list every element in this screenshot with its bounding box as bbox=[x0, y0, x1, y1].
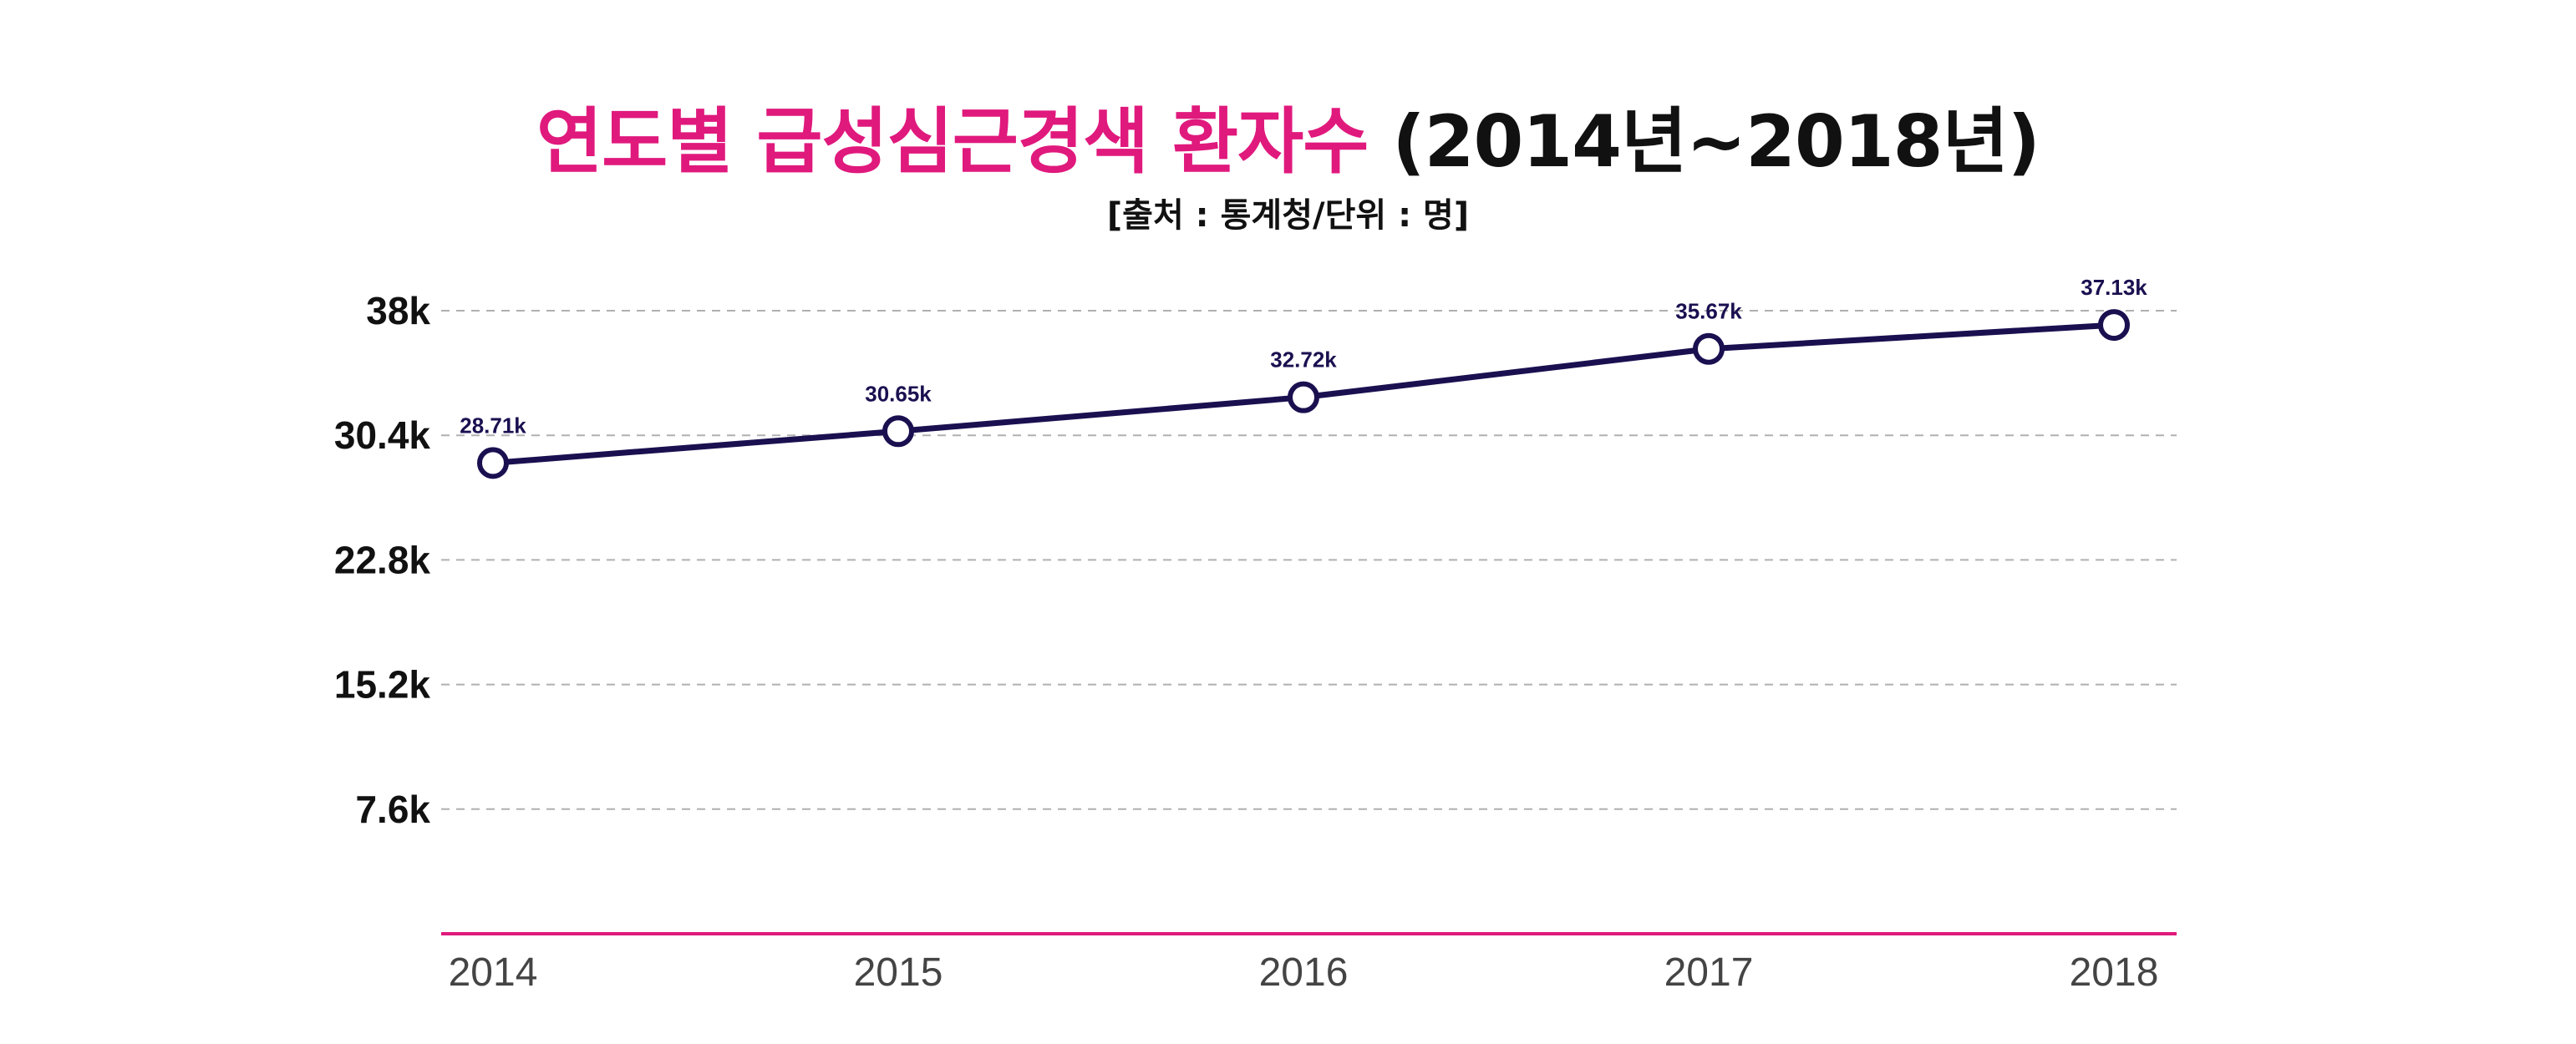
x-tick-label: 2016 bbox=[1259, 950, 1349, 995]
x-tick-label: 2014 bbox=[449, 950, 538, 995]
y-tick-label: 30.4k bbox=[334, 413, 431, 457]
y-tick-label: 15.2k bbox=[334, 663, 431, 707]
y-tick-label: 22.8k bbox=[334, 538, 431, 581]
chart-title: 연도별 급성심근경색 환자수 (2014년~2018년) bbox=[0, 84, 2576, 200]
data-label: 32.72k bbox=[1270, 347, 1337, 372]
data-label: 37.13k bbox=[2081, 275, 2147, 300]
chart-title-highlight: 연도별 급성심근경색 환자수 bbox=[536, 100, 1369, 184]
data-label: 30.65k bbox=[865, 381, 932, 406]
chart-title-period: (2014년~2018년) bbox=[1392, 100, 2040, 184]
gridlines bbox=[441, 310, 2177, 810]
data-point bbox=[2098, 309, 2130, 342]
data-point bbox=[1693, 332, 1725, 365]
chart-subtitle: [출처 : 통계청/단위 : 명] bbox=[1106, 196, 1470, 235]
data-point bbox=[1288, 381, 1319, 413]
x-tick-label: 2018 bbox=[2070, 950, 2159, 995]
y-tick-label: 7.6k bbox=[355, 788, 430, 831]
x-tick-label: 2015 bbox=[854, 950, 943, 995]
data-label: 28.71k bbox=[460, 413, 526, 438]
data-point bbox=[477, 447, 509, 479]
series-group: 28.71k 30.65k 32.72k 35.67k 37.13k bbox=[460, 275, 2147, 479]
x-tick-label: 2017 bbox=[1664, 950, 1754, 995]
y-tick-label: 38k bbox=[366, 289, 430, 332]
data-point bbox=[882, 415, 914, 448]
y-axis: 7.6k 15.2k 22.8k 30.4k 38k bbox=[334, 289, 431, 831]
data-label: 35.67k bbox=[1675, 299, 1742, 324]
x-axis: 2014 2015 2016 2017 2018 bbox=[449, 950, 2159, 995]
